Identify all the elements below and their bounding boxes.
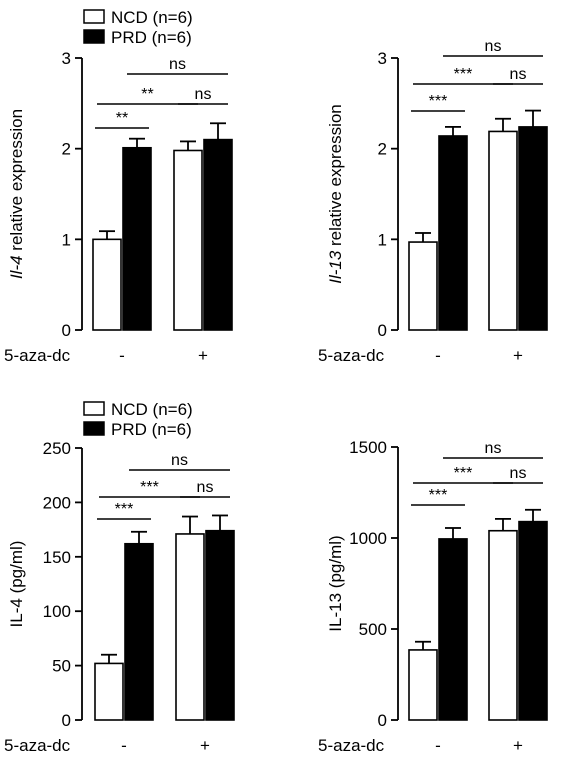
treatment-label: 5-aza-dc	[318, 346, 385, 365]
y-tick-label: 1000	[349, 529, 387, 548]
bar-ncd-plus	[173, 149, 203, 331]
legend-label-prd: PRD (n=6)	[111, 28, 192, 47]
significance-label: ***	[429, 93, 448, 110]
bar-prd-minus	[124, 542, 154, 721]
legend-swatch-ncd	[83, 9, 105, 24]
legend-label-prd: PRD (n=6)	[111, 420, 192, 439]
y-axis-label-gene: Il-4	[7, 255, 26, 279]
bar-prd-minus	[438, 135, 468, 331]
bar-ncd-minus	[94, 662, 124, 721]
significance-label: ***	[140, 479, 159, 496]
y-tick-label: 0	[62, 321, 71, 340]
category-label-minus: -	[435, 346, 441, 365]
y-tick-label: 200	[43, 493, 71, 512]
bar-prd-minus	[438, 538, 468, 721]
legend-label-ncd: NCD (n=6)	[111, 400, 193, 419]
y-axis-label-text: relative expression	[326, 104, 345, 250]
treatment-label: 5-aza-dc	[4, 346, 71, 365]
y-axis-label: IL-4 (pg/ml)	[7, 541, 26, 628]
significance-label: **	[116, 110, 128, 127]
category-label-minus: -	[435, 736, 441, 755]
category-label-plus: +	[513, 346, 523, 365]
y-axis-label: Il-4 relative expression	[7, 109, 26, 279]
significance-label: ns	[485, 440, 502, 457]
y-tick-label: 100	[43, 602, 71, 621]
y-tick-label: 0	[62, 711, 71, 730]
bar-ncd-minus	[408, 241, 438, 331]
bar-prd-plus	[203, 138, 233, 331]
category-label-plus: +	[200, 736, 210, 755]
category-label-minus: -	[121, 736, 127, 755]
category-label-plus: +	[198, 346, 208, 365]
bar-prd-plus	[518, 126, 548, 331]
significance-label: ***	[115, 501, 134, 518]
bar-prd-minus	[122, 146, 152, 331]
y-axis-label-text: relative expression	[7, 109, 26, 255]
legend-swatch-prd	[83, 29, 105, 44]
y-tick-label: 3	[62, 49, 71, 68]
chart-panel-3: 0 50 100 150 200 250 IL-4 (pg/ml) 5-aza-dc - + ***…	[4, 400, 235, 755]
legend: NCD (n=6)PRD (n=6)	[83, 400, 193, 439]
y-tick-label: 3	[378, 49, 387, 68]
significance-label: ns	[169, 56, 186, 73]
y-axis-label-gene: Il-13	[326, 250, 345, 284]
bar-ncd-minus	[92, 238, 122, 331]
significance-label: ns	[510, 66, 527, 83]
chart-panel-2: 0 1 2 3 Il-13 relative expression 5-aza-dc - + *…	[318, 38, 548, 365]
category-label-plus: +	[513, 736, 523, 755]
legend-swatch-ncd	[83, 401, 105, 416]
y-tick-label: 150	[43, 548, 71, 567]
y-tick-label: 500	[359, 620, 387, 639]
bar-ncd-plus	[488, 130, 518, 331]
y-tick-label: 1500	[349, 438, 387, 457]
legend-label-ncd: NCD (n=6)	[111, 8, 193, 27]
chart-panel-1: 0 1 2 3 Il-4 relative expression 5-aza-dc - + **…	[4, 8, 233, 365]
significance-label: **	[141, 86, 153, 103]
bar-prd-plus	[518, 520, 548, 721]
y-tick-label: 1	[378, 230, 387, 249]
bar-prd-plus	[205, 529, 235, 721]
y-axis-label-text: IL-13 (pg/ml)	[326, 535, 345, 631]
y-tick-label: 50	[52, 657, 71, 676]
treatment-label: 5-aza-dc	[318, 736, 385, 755]
y-tick-label: 0	[378, 321, 387, 340]
legend: NCD (n=6)PRD (n=6)	[83, 8, 193, 47]
bar-ncd-minus	[408, 649, 438, 721]
significance-label: ***	[454, 465, 473, 482]
significance-label: ns	[171, 452, 188, 469]
significance-label: ns	[197, 479, 214, 496]
treatment-label: 5-aza-dc	[4, 736, 71, 755]
legend-swatch-prd	[83, 421, 105, 436]
y-tick-label: 2	[62, 140, 71, 159]
y-axis-label: Il-13 relative expression	[326, 104, 345, 284]
y-tick-label: 250	[43, 439, 71, 458]
category-label-minus: -	[119, 346, 125, 365]
significance-label: ns	[510, 465, 527, 482]
significance-label: ***	[454, 66, 473, 83]
chart-panel-4: 0 500 1000 1500 IL-13 (pg/ml) 5-aza-dc - + *** **…	[318, 438, 548, 755]
significance-label: ns	[485, 38, 502, 55]
y-tick-label: 1	[62, 230, 71, 249]
bar-ncd-plus	[175, 533, 205, 721]
significance-label: ns	[195, 86, 212, 103]
y-axis-label-text: IL-4 (pg/ml)	[7, 541, 26, 628]
bar-ncd-plus	[488, 529, 518, 721]
y-tick-label: 2	[378, 140, 387, 159]
significance-label: ***	[429, 487, 448, 504]
y-axis-label: IL-13 (pg/ml)	[326, 535, 345, 631]
y-tick-label: 0	[378, 711, 387, 730]
